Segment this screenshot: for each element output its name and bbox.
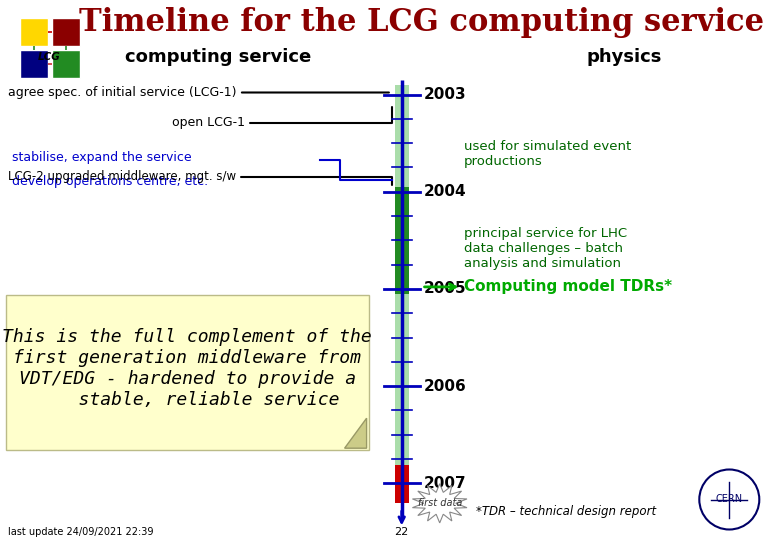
Text: 2006: 2006 <box>424 379 466 394</box>
Text: used for simulated event
productions: used for simulated event productions <box>464 140 631 168</box>
Bar <box>20 18 48 46</box>
Text: principal service for LHC
data challenges – batch
analysis and simulation: principal service for LHC data challenge… <box>464 227 627 270</box>
Bar <box>20 50 48 78</box>
Bar <box>395 187 409 294</box>
Text: open LCG-1: open LCG-1 <box>172 107 392 129</box>
Bar <box>395 84 409 503</box>
Text: stabilise, expand the service: stabilise, expand the service <box>12 151 191 164</box>
Bar <box>395 465 409 503</box>
Text: 2005: 2005 <box>424 281 466 296</box>
Text: first data: first data <box>417 498 462 508</box>
Bar <box>51 18 80 46</box>
FancyBboxPatch shape <box>5 295 369 450</box>
Text: physics: physics <box>587 48 661 66</box>
Text: Computing model TDRs*: Computing model TDRs* <box>424 279 672 294</box>
Polygon shape <box>345 418 367 448</box>
Polygon shape <box>413 484 467 523</box>
Text: *TDR – technical design report: *TDR – technical design report <box>476 505 656 518</box>
Text: LCG-2 upgraded middleware, mgt. s/w: LCG-2 upgraded middleware, mgt. s/w <box>8 170 392 185</box>
Bar <box>51 50 80 78</box>
Text: Timeline for the LCG computing service: Timeline for the LCG computing service <box>79 7 764 38</box>
Text: 2004: 2004 <box>424 184 466 199</box>
Text: CERN: CERN <box>716 495 743 504</box>
Text: 2003: 2003 <box>424 87 466 102</box>
Text: This is the full complement of the
first generation middleware from
VDT/EDG - ha: This is the full complement of the first… <box>2 328 372 409</box>
Text: agree spec. of initial service (LCG-1): agree spec. of initial service (LCG-1) <box>8 86 389 99</box>
Text: 22: 22 <box>395 527 409 537</box>
Text: last update 24/09/2021 22:39: last update 24/09/2021 22:39 <box>8 527 154 537</box>
Text: 2007: 2007 <box>424 476 466 491</box>
Text: develop operations centre, etc.: develop operations centre, etc. <box>12 175 207 188</box>
Text: computing service: computing service <box>126 48 311 66</box>
Text: LCG: LCG <box>38 52 61 62</box>
